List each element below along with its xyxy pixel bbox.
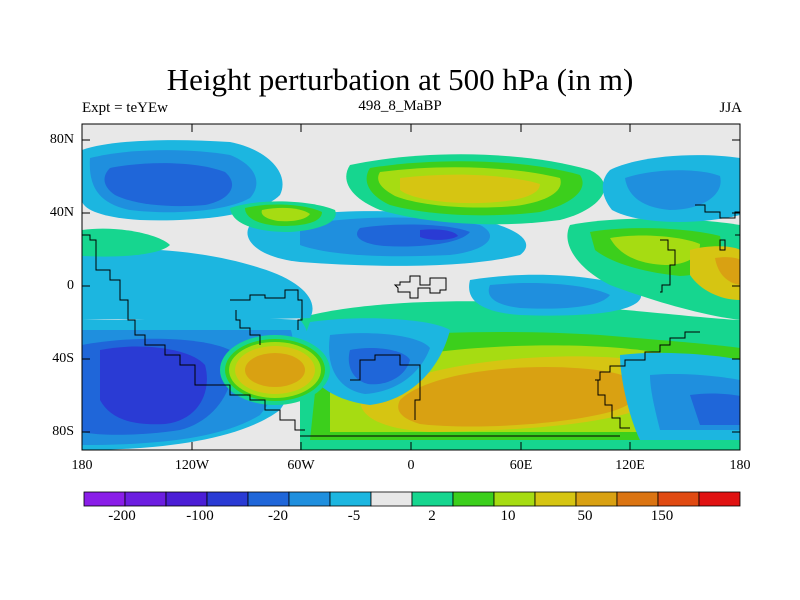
period-label: 498_8_MaBP [358,98,442,114]
colorbar-swatch [698,491,741,507]
colorbar-swatch [124,491,167,507]
colorbar-swatch [411,491,454,507]
x-tick-label: 180 [729,458,751,473]
colorbar [83,491,741,507]
colorbar-label: -5 [347,508,361,524]
contour-field [82,124,740,450]
x-tick-label: 120E [615,458,645,473]
colorbar-swatch [165,491,208,507]
colorbar-label: 10 [500,508,516,524]
colorbar-label: -20 [268,508,288,524]
x-tick-label: 180 [71,458,93,473]
y-tick-label: 80S [52,424,74,439]
colorbar-swatch [534,491,577,507]
axis-ticks [82,124,740,450]
colorbar-swatch [493,491,536,507]
colorbar-label: 2 [428,508,436,524]
x-tick-label: 60E [509,458,533,473]
colorbar-swatch [616,491,659,507]
y-tick-label: 40S [52,351,74,366]
colorbar-swatch [247,491,290,507]
colorbar-swatch [206,491,249,507]
colorbar-swatch [370,491,413,507]
colorbar-swatch [83,491,126,507]
colorbar-swatch [329,491,372,507]
y-tick-label: 0 [67,278,74,293]
y-tick-label: 40N [49,205,74,220]
season-label: JJA [719,100,742,116]
colorbar-swatch [575,491,618,507]
plot-title: Height perturbation at 500 hPa (in m) [166,62,634,97]
experiment-label: Expt = teYEw [82,100,168,116]
y-tick-label: 80N [49,132,74,147]
x-tick-label: 60W [287,458,315,473]
colorbar-swatch [452,491,495,507]
colorbar-swatch [288,491,331,507]
colorbar-label: -200 [108,508,136,524]
colorbar-label: 50 [577,508,593,524]
colorbar-swatch [657,491,700,507]
coastlines [82,204,740,437]
x-tick-label: 120W [174,458,210,473]
colorbar-label: -100 [186,508,214,524]
colorbar-label: 150 [650,508,674,524]
x-tick-label: 0 [407,458,415,473]
